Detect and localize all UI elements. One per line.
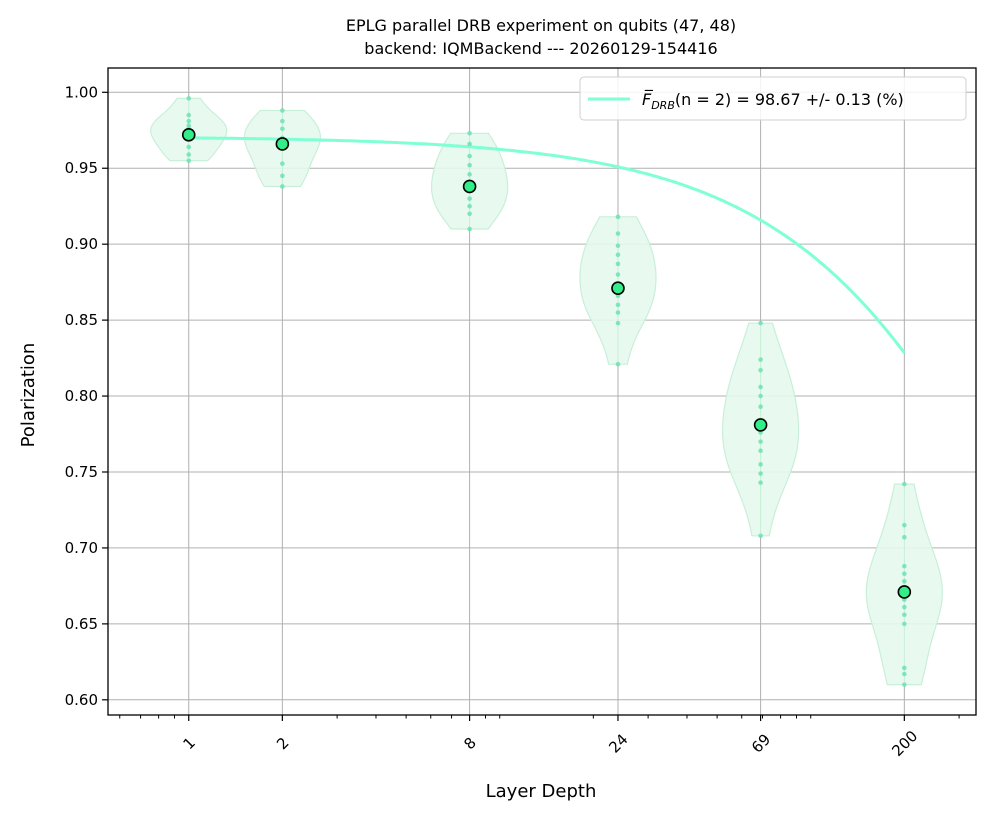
sample-point	[467, 172, 472, 177]
y-tick-label: 0.70	[65, 539, 98, 557]
legend-math: (n = 2)	[675, 90, 731, 109]
grid-lines	[108, 68, 976, 715]
sample-point	[902, 682, 907, 687]
fit-curve-layer	[188, 136, 906, 354]
sample-point	[186, 158, 192, 163]
mean-marker-depth-24	[611, 281, 625, 296]
sample-point	[467, 131, 472, 136]
sample-point	[758, 533, 763, 539]
legend-box	[579, 76, 967, 121]
sample-point	[280, 173, 285, 179]
sample-point	[758, 448, 763, 454]
sample-point	[758, 384, 763, 390]
sample-point	[902, 665, 907, 671]
sample-point	[758, 367, 763, 373]
sample-point	[902, 535, 907, 540]
x-axis-ticks: 1 2 8 24 69 200	[119, 715, 960, 760]
y-tick-label: 0.80	[65, 387, 98, 405]
plot-frame	[107, 67, 977, 716]
sample-point	[186, 123, 192, 129]
sample-point	[902, 522, 907, 528]
sample-point	[902, 571, 907, 577]
sample-point	[615, 361, 621, 367]
y-axis-label: Polarization	[18, 343, 39, 448]
y-axis-ticks: 0.60 0.65 0.70 0.75 0.80 0.85 0.90 0.95 1.00	[65, 83, 108, 709]
legend-symbol: F̅	[642, 90, 654, 109]
sample-point	[902, 621, 907, 627]
sample-point	[615, 252, 621, 258]
sample-point	[186, 152, 192, 157]
sample-point	[902, 481, 907, 487]
sample-point	[467, 141, 472, 147]
x-tick-label: 69	[748, 730, 774, 756]
sample-point	[467, 211, 472, 217]
x-tick-label: 2	[273, 734, 292, 753]
sample-point	[280, 108, 285, 113]
x-tick-label: 24	[605, 730, 631, 756]
sample-point	[615, 310, 621, 315]
sample-point	[467, 162, 472, 168]
chart-title-line1: EPLG parallel DRB experiment on qubits (…	[346, 16, 736, 35]
sample-point	[280, 126, 285, 132]
fit-curve	[188, 136, 906, 354]
sample-point	[758, 462, 763, 467]
sample-point	[615, 214, 621, 220]
sample-point	[467, 226, 472, 232]
sample-point	[280, 118, 285, 124]
mean-marker-depth-69	[753, 418, 768, 432]
legend: F̅DRB(n = 2) = 98.67 +/- 0.13 (%)	[579, 76, 967, 121]
chart-title-line2: backend: IQMBackend --- 20260129-154416	[364, 39, 717, 58]
x-axis-label: Layer Depth	[486, 781, 597, 802]
sample-point	[280, 161, 285, 166]
sample-point	[186, 144, 192, 150]
sample-point	[615, 261, 621, 267]
sample-point	[467, 203, 472, 209]
sample-point	[186, 112, 192, 118]
sample-point	[467, 196, 472, 201]
sample-point	[758, 439, 763, 444]
sample-point	[902, 612, 907, 618]
legend-value: = 98.67 +/- 0.13 (%)	[731, 90, 904, 109]
y-tick-label: 0.85	[65, 311, 98, 329]
x-tick-label: 1	[179, 734, 198, 753]
sample-point	[902, 671, 907, 677]
y-tick-label: 0.75	[65, 463, 98, 481]
mean-marker-depth-200	[897, 585, 912, 599]
sample-point	[758, 357, 763, 362]
sample-point	[615, 320, 621, 326]
mean-marker-depth-2	[275, 137, 290, 151]
x-tick-label: 8	[460, 734, 479, 753]
sample-point	[615, 231, 621, 236]
sample-point	[280, 184, 285, 189]
sample-point	[186, 96, 192, 101]
sample-point	[902, 579, 907, 584]
mean-markers	[181, 128, 912, 599]
sample-point	[615, 243, 621, 248]
sample-point	[615, 272, 621, 277]
sample-point	[758, 480, 763, 485]
sample-point	[467, 153, 472, 159]
sample-point	[758, 404, 763, 409]
mean-marker-depth-8	[462, 179, 477, 194]
sample-point	[186, 118, 192, 124]
x-tick-label: 200	[888, 727, 921, 760]
legend-entry: F̅DRB(n = 2) = 98.67 +/- 0.13 (%)	[642, 90, 904, 112]
sample-point	[758, 393, 763, 399]
sample-point	[902, 563, 907, 569]
sample-point	[902, 604, 907, 610]
violins	[150, 97, 943, 686]
mean-marker-depth-1	[181, 128, 196, 142]
sample-point	[758, 471, 763, 476]
y-tick-label: 1.00	[65, 83, 98, 101]
sample-point	[615, 302, 621, 308]
y-tick-label: 0.60	[65, 691, 98, 709]
sample-point	[758, 320, 763, 326]
y-tick-label: 0.95	[65, 159, 98, 177]
legend-subscript: DRB	[651, 99, 675, 112]
y-tick-label: 0.90	[65, 235, 98, 253]
y-tick-label: 0.65	[65, 615, 98, 633]
